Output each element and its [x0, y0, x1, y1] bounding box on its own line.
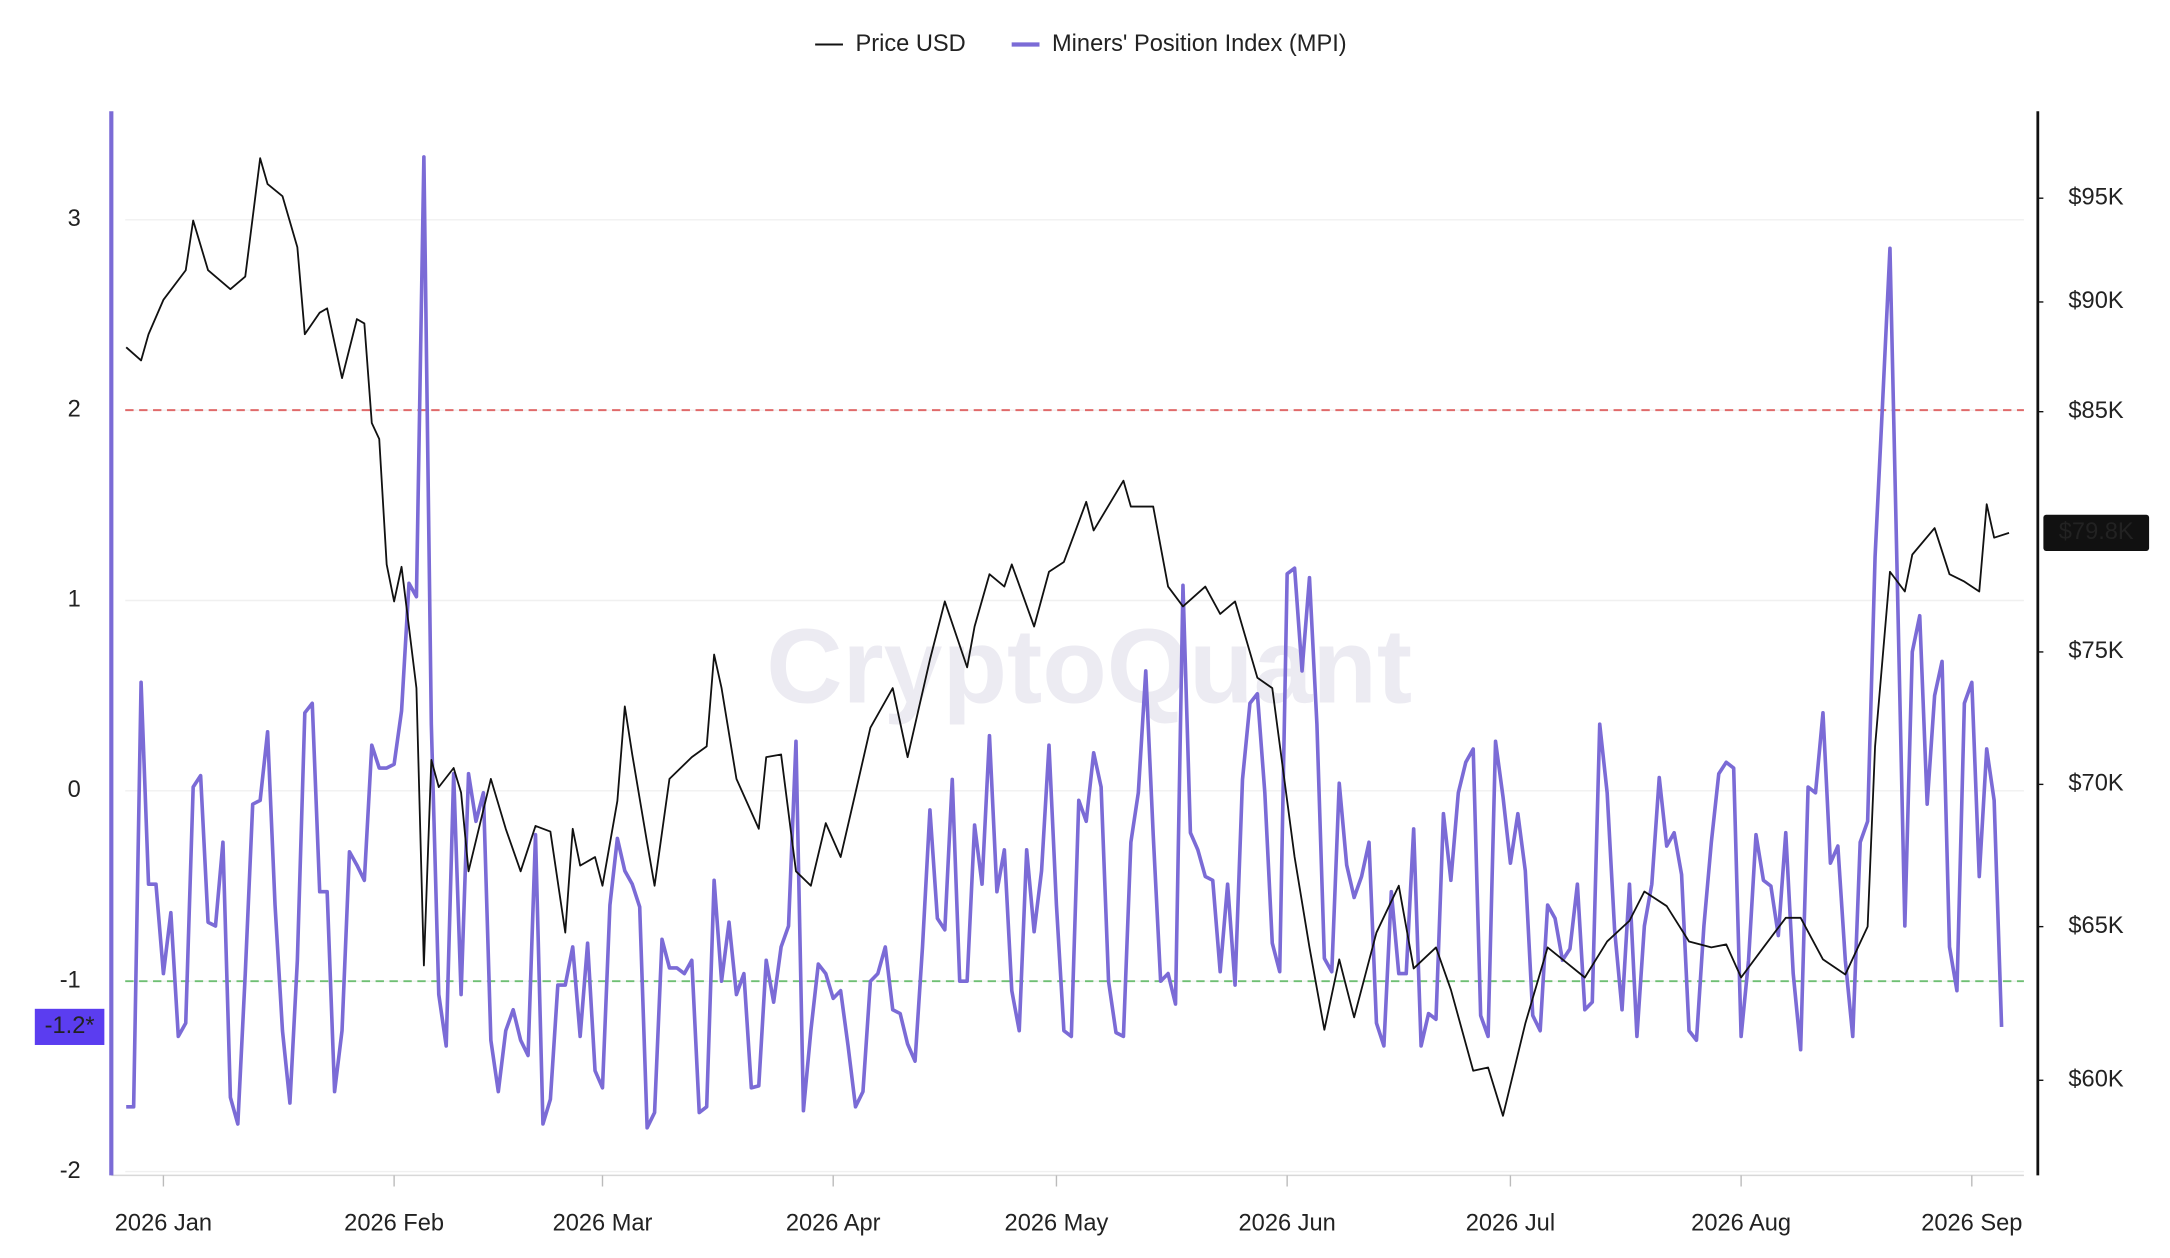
x-tick-label: 2026 May [1005, 1210, 1109, 1236]
series-line [125, 157, 2010, 1117]
last-value-badge [2043, 514, 2150, 551]
y-tick-label: 2 [68, 396, 81, 422]
series-line [126, 155, 2004, 1130]
y2-tick-label: $75K [2068, 638, 2123, 664]
y2-tick-label: $65K [2068, 913, 2123, 939]
y-tick-label: -1 [60, 967, 81, 993]
y-tick-label: 0 [68, 777, 81, 803]
y2-tick-label: $90K [2068, 288, 2123, 314]
last-value-label: -1.2* [45, 1013, 95, 1039]
y2-tick-label: $95K [2068, 184, 2123, 210]
x-tick-label: 2026 Mar [553, 1210, 653, 1236]
legend-label: Price USD [855, 31, 965, 57]
y2-tick-label: $70K [2068, 771, 2123, 797]
x-tick-label: 2026 Feb [344, 1210, 444, 1236]
y2-tick-label: $60K [2068, 1067, 2123, 1093]
x-tick-label: 2026 Sep [1921, 1210, 2022, 1236]
legend-label: Miners' Position Index (MPI) [1052, 31, 1347, 57]
x-tick-label: 2026 Jun [1239, 1210, 1336, 1236]
last-value-label: $79.8K [2059, 519, 2134, 545]
x-tick-label: 2026 Jul [1466, 1210, 1555, 1236]
y2-tick-label: $85K [2068, 398, 2123, 424]
y-tick-label: -2 [60, 1158, 81, 1184]
last-value-badge [34, 1008, 105, 1045]
x-tick-label: 2026 Aug [1691, 1210, 1791, 1236]
x-tick-label: 2026 Apr [786, 1210, 881, 1236]
y-tick-label: 1 [68, 587, 81, 613]
x-tick-label: 2026 Jan [115, 1210, 212, 1236]
y-tick-label: 3 [68, 206, 81, 232]
